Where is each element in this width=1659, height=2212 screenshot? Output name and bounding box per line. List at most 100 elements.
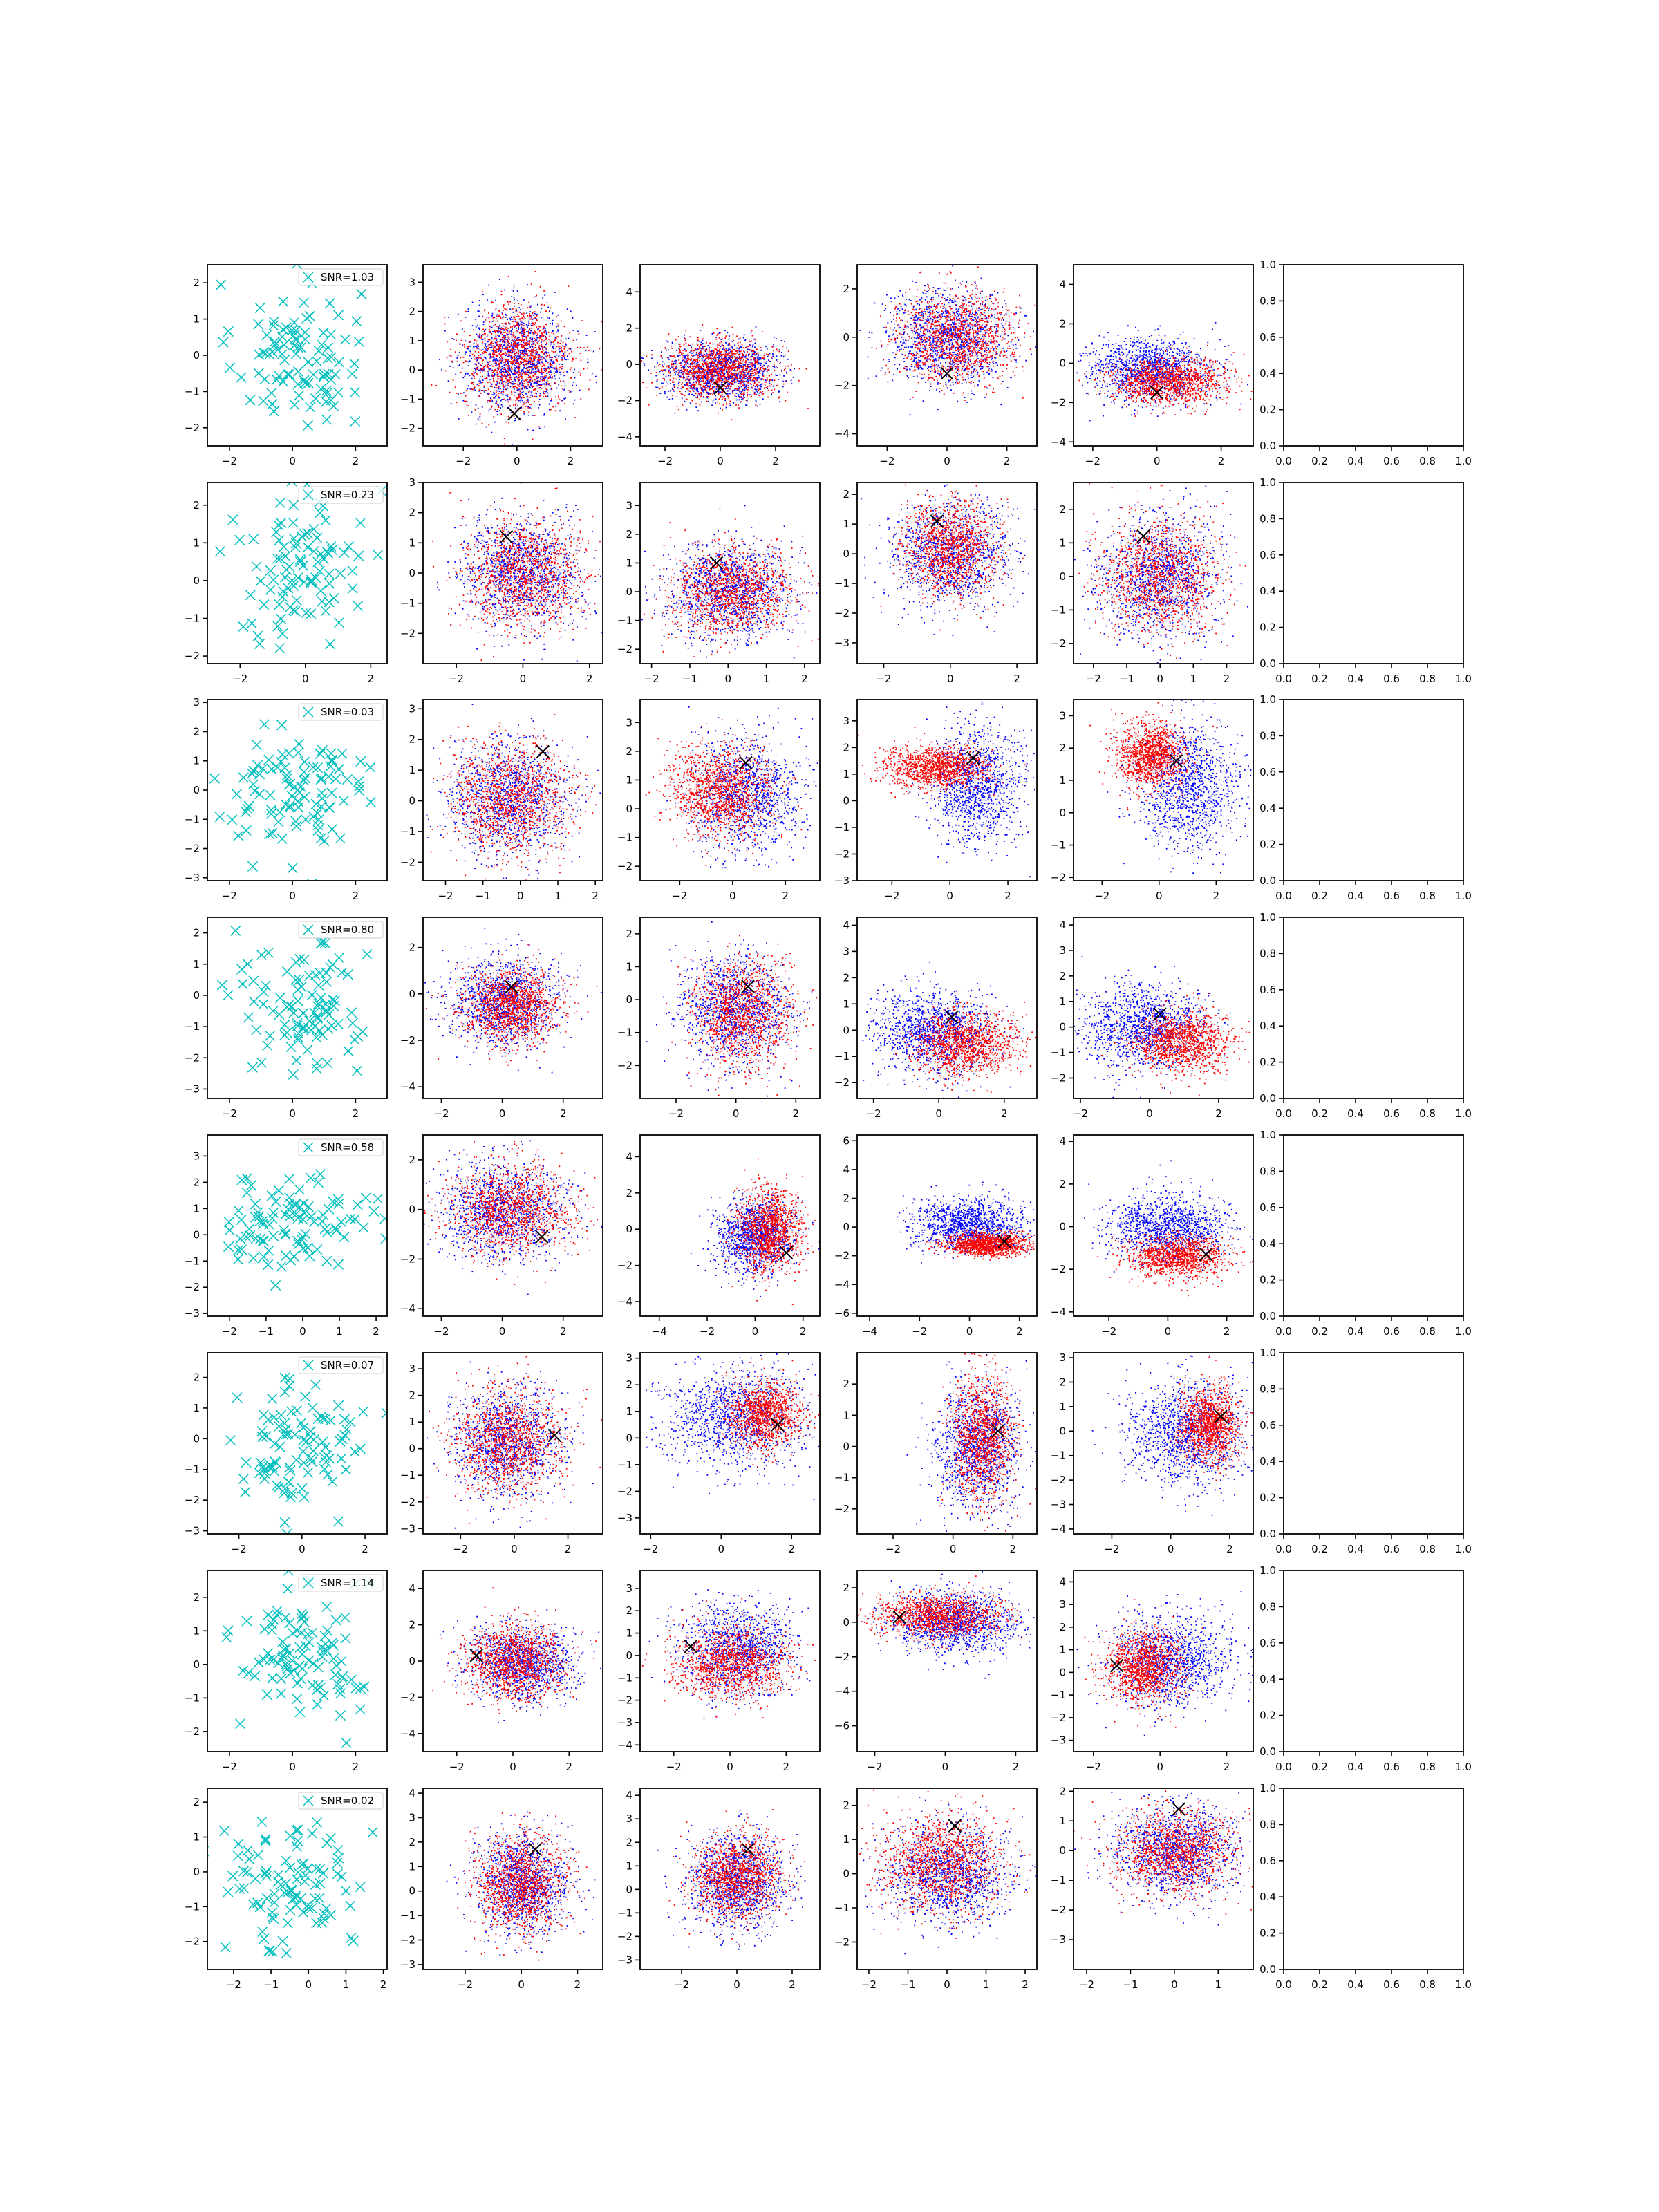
y-tick-label: 1 [1059,1400,1066,1413]
sample-x-marker [264,1246,274,1255]
x-tick-label: 2 [362,1543,368,1555]
sample-x-marker [302,314,312,324]
y-tick-label: 1.0 [1259,259,1276,271]
sample-x-marker [280,1020,290,1029]
x-tick-label: 0.4 [1347,890,1364,902]
sample-x-marker [308,1446,318,1456]
y-tick-label: −1 [400,1469,415,1481]
sample-x-marker [335,834,345,843]
sample-x-marker [279,542,289,552]
y-tick-label: 1 [843,1409,850,1421]
sample-x-marker [301,1229,310,1239]
sample-x-marker [296,1674,306,1684]
x-tick-label: −2 [861,1978,877,1991]
y-tick-label: 2 [193,927,200,939]
sample-x-marker [259,396,268,406]
sample-x-marker [280,1030,290,1040]
sample-x-marker [373,550,383,560]
x-tick-label: 0 [289,1107,296,1120]
sample-x-marker [305,1251,315,1261]
y-tick-label: 0 [843,1221,850,1233]
y-tick-label: −3 [834,637,850,649]
x-tick-label: −2 [866,1107,881,1120]
sample-x-marker [269,575,279,585]
sample-x-marker [232,789,242,799]
sample-x-marker [292,595,301,605]
sample-x-marker [317,1652,327,1662]
sample-x-marker [259,1236,268,1246]
y-tick-label: −2 [1051,1071,1066,1084]
y-tick-label: 2 [1059,1785,1066,1797]
sample-x-marker [326,749,336,758]
y-tick-label: 1.0 [1259,476,1276,489]
x-tick-label: 0 [289,455,296,467]
x-tick-label: 2 [1213,890,1220,902]
x-tick-label: 2 [1013,673,1020,685]
y-tick-label: 0 [193,989,200,1002]
blue-point-cloud [859,252,1036,415]
sample-x-marker [285,562,294,572]
sample-x-marker [334,310,344,320]
blue-point-cloud [906,702,1059,885]
y-tick-label: 0.4 [1259,367,1276,379]
sample-x-marker [223,991,233,1000]
red-points [638,324,809,420]
sample-x-marker [356,518,366,527]
sample-x-marker [225,1226,234,1235]
sample-x-marker [311,1380,321,1389]
sample-x-marker [289,500,299,510]
sample-x-marker [318,1437,328,1447]
sample-x-marker [252,561,261,571]
sample-x-marker [244,1013,254,1022]
y-tick-label: −1 [617,1027,632,1039]
y-tick-label: −3 [185,1307,200,1320]
x-tick-label: 0 [727,1761,733,1773]
y-tick-label: 0 [193,784,200,796]
sample-x-marker [288,518,298,527]
axes-frame [423,265,603,446]
x-tick-label: −1 [682,673,697,685]
blue-point-cloud [1054,485,1255,673]
sample-x-marker [275,644,285,653]
y-tick-label: −2 [1051,1474,1066,1486]
sample-x-marker [215,547,225,556]
x-tick-label: 1.0 [1455,1325,1472,1338]
y-tick-label: 4 [843,919,850,931]
sample-x-marker [247,861,257,871]
blue-points [422,928,614,1073]
red-points [406,271,603,444]
point-clouds [1089,691,1280,895]
sample-x-marker [227,815,237,825]
sample-x-marker [323,1470,332,1479]
x-tick-label: 0 [950,1543,957,1555]
x-tick-label: 0.8 [1419,1107,1436,1120]
x-tick-label: 0 [517,890,524,902]
axes-frame [640,1571,820,1752]
sample-x-marker [355,786,364,796]
x-tick-label: 2 [353,1107,359,1120]
y-tick-label: 0.6 [1259,549,1276,561]
y-tick-label: 0.4 [1259,1891,1276,1903]
point-clouds [1060,1161,1268,1297]
sample-x-marker [337,1434,347,1444]
black-x-marker [1151,386,1163,399]
sample-x-marker [283,1918,292,1928]
x-tick-label: 1 [983,1978,990,1991]
y-tick-label: −3 [1051,1933,1066,1946]
sample-x-marker [343,775,353,785]
sample-x-marker [297,1649,307,1659]
sample-x-marker [270,674,280,684]
y-tick-label: 2 [626,1378,632,1391]
sample-x-marker [238,622,248,632]
x-tick-label: −2 [222,890,237,902]
point-clouds [1045,467,1273,689]
sample-x-marker [259,987,268,997]
y-tick-label: −1 [185,1020,200,1033]
red-points [634,1598,816,1719]
red-points [432,1587,597,1714]
x-tick-label: 2 [772,455,779,467]
